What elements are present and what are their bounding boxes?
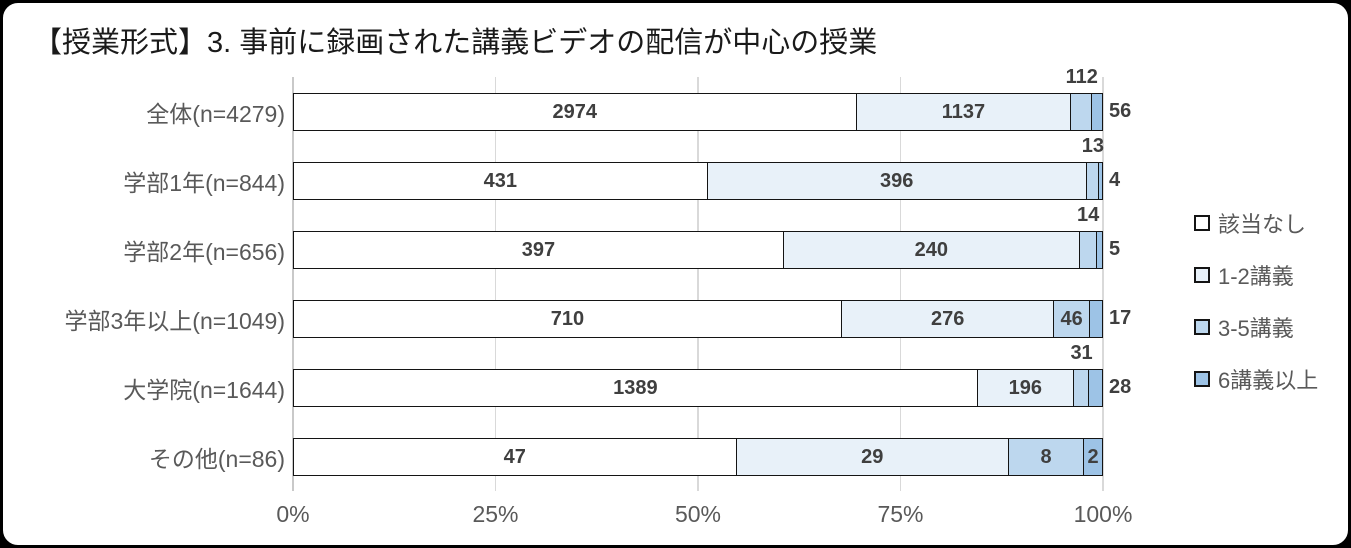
segment-value-label: 1389: [613, 376, 658, 399]
bar-segment: 240: [782, 231, 1079, 268]
bar-row: 2974 1137: [293, 92, 1103, 131]
segment-value-label: 276: [930, 307, 965, 330]
segment-value-label: 4: [1109, 169, 1121, 191]
category-label: 大学院(n=1644): [123, 376, 285, 403]
chart-title: 【授業形式】3. 事前に録画された講義ビデオの配信が中心の授業: [33, 27, 878, 59]
bar-row: 47 29 8 2: [293, 437, 1103, 476]
segment-value-label: 1137: [941, 100, 986, 123]
legend-item-label: 1-2講義: [1218, 264, 1294, 289]
segment-value-label: 396: [879, 169, 914, 192]
category-label: 学部1年(n=844): [123, 169, 285, 196]
segment-value-label: 46: [1060, 307, 1083, 330]
bar-segment: 1137: [855, 93, 1071, 130]
bar-segment: 46: [1053, 300, 1089, 337]
legend-item: 該当なし: [1194, 211, 1318, 237]
x-axis-tick-label: 0%: [276, 501, 310, 527]
segment-value-label: 29: [861, 445, 884, 468]
bar-segment: 2974: [294, 93, 856, 130]
legend-item-label: 3-5講義: [1218, 316, 1294, 341]
gridline: [899, 77, 902, 491]
segment-value-label: 710: [550, 307, 585, 330]
segment-value-label: 2: [1087, 445, 1099, 468]
legend-item: 6講義以上: [1194, 367, 1318, 393]
bar-segment: [1070, 93, 1092, 130]
x-axis-tick-label: 100%: [1073, 501, 1133, 527]
segment-value-label: 8: [1040, 445, 1052, 468]
bar-row: 1389 196: [293, 368, 1103, 407]
bar-segment: 1389: [294, 369, 977, 406]
category-label: 全体(n=4279): [146, 100, 285, 127]
segment-value-label: 196: [1008, 376, 1042, 399]
bar-row: 397 240: [293, 230, 1103, 269]
bar-segment: 396: [706, 162, 1086, 199]
segment-value-label: 47: [503, 445, 526, 468]
legend-item-label: 該当なし: [1218, 212, 1307, 237]
legend-swatch: [1194, 215, 1210, 231]
category-label: その他(n=86): [148, 445, 285, 472]
bar-segment: [1078, 231, 1096, 268]
bar-segment: [1095, 231, 1102, 268]
segment-value-label: 13: [1081, 134, 1105, 157]
legend-swatch: [1194, 371, 1210, 387]
category-label: 学部3年以上(n=1049): [64, 307, 286, 334]
bar-segment: [1072, 369, 1089, 406]
x-axis-tick-label: 25%: [472, 501, 519, 527]
bar-segment: [1088, 369, 1102, 406]
gridline: [494, 77, 497, 491]
bar-row: 710 276 46: [293, 299, 1103, 338]
x-axis-tick-label: 75%: [877, 501, 924, 527]
bar-segment: [1091, 93, 1102, 130]
bar-segment: 397: [294, 231, 783, 268]
bar-segment: 196: [976, 369, 1073, 406]
legend-item-label: 6講義以上: [1218, 368, 1319, 393]
category-label: 学部2年(n=656): [123, 238, 285, 265]
segment-value-label: 397: [521, 238, 556, 261]
bar-segment: [1088, 300, 1102, 337]
x-axis-tick-label: 50%: [674, 501, 722, 527]
segment-value-label: 112: [1065, 65, 1098, 88]
legend-swatch: [1194, 319, 1210, 335]
bar-segment: 47: [294, 438, 736, 475]
legend-item: 3-5講義: [1194, 315, 1318, 341]
category-axis-line: [292, 77, 294, 491]
plot-area: 2974 1137 112 56 431 396 13 4 397 240 14 5 710 276 46 1…: [292, 67, 1131, 491]
bar-segment: 2: [1083, 438, 1102, 475]
legend-item: 1-2講義: [1194, 263, 1318, 289]
segment-value-label: 28: [1109, 376, 1132, 398]
segment-value-label: 17: [1109, 307, 1132, 329]
bar-segment: 431: [294, 162, 707, 199]
legend: 該当なし 1-2講義 3-5講義 6講義以上: [1194, 211, 1318, 419]
segment-value-label: 14: [1077, 203, 1100, 226]
bar-segment: 8: [1008, 438, 1084, 475]
segment-value-label: 31: [1070, 341, 1093, 364]
bar-segment: 29: [735, 438, 1009, 475]
bar-segment: 276: [840, 300, 1054, 337]
segment-value-label: 5: [1109, 238, 1121, 260]
legend-swatch: [1194, 267, 1210, 283]
gridline: [697, 77, 699, 491]
gridline: [1102, 77, 1104, 491]
bar-segment: [1085, 162, 1099, 199]
segment-value-label: 56: [1109, 100, 1132, 122]
segment-value-label: 431: [483, 169, 517, 192]
segment-value-label: 2974: [552, 100, 598, 123]
bar-segment: 710: [294, 300, 841, 337]
segment-value-label: 240: [914, 238, 948, 261]
bar-row: 431 396: [293, 161, 1103, 200]
bar-segment: [1098, 162, 1102, 199]
category-axis: 全体(n=4279) 学部1年(n=844) 学部2年(n=656) 学部3年以上(n…: [11, 77, 286, 491]
x-axis: 0% 25% 50% 75% 100%: [276, 501, 1132, 531]
